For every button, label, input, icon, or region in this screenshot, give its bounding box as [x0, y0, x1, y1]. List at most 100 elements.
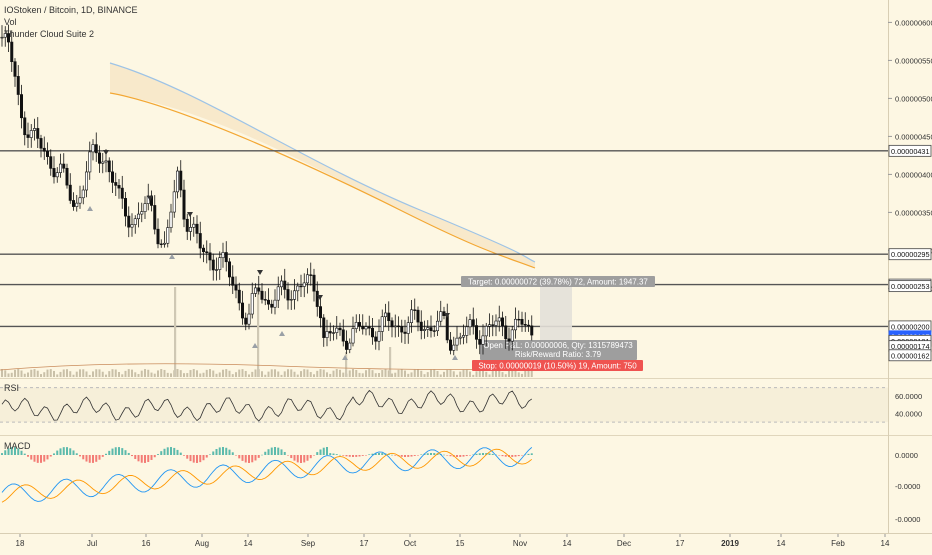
- volume-bar: [199, 373, 202, 377]
- candle-body: [143, 203, 147, 212]
- sell-signal-marker: [444, 313, 450, 318]
- volume-bar: [517, 372, 520, 377]
- volume-bar: [410, 372, 413, 377]
- candle-body: [335, 327, 339, 333]
- macd-histogram-bar: [202, 455, 205, 461]
- fast-ma-line: [109, 62, 536, 263]
- price-tick-label: 0.00000500: [895, 94, 932, 103]
- macd-histogram-bar: [82, 455, 85, 460]
- macd-histogram-bar: [446, 455, 449, 456]
- volume-bar: [235, 372, 237, 377]
- volume-bar: [1, 369, 3, 377]
- macd-histogram-bar: [49, 455, 52, 457]
- macd-histogram-bar: [72, 450, 75, 455]
- time-tick-label: 14: [881, 539, 890, 548]
- macd-histogram-bar: [43, 455, 46, 462]
- volume-bar: [111, 369, 114, 377]
- candle-body: [224, 252, 228, 263]
- volume-bar: [69, 371, 72, 377]
- time-axis[interactable]: 18 Jul 16 Aug 14 Sep 17 Oct 15 Nov 14 Dec 17 2019 14 Fe…: [0, 533, 932, 548]
- candle-body: [137, 213, 141, 220]
- buy-signal-marker: [452, 355, 458, 360]
- macd-histogram-bar: [313, 455, 315, 456]
- macd-histogram-bar: [488, 453, 491, 455]
- volume-bar: [131, 369, 133, 377]
- candle-body: [266, 299, 270, 305]
- macd-histogram-bar: [88, 455, 91, 463]
- candle-body: [474, 325, 478, 340]
- candle-body: [169, 211, 173, 228]
- macd-histogram-bar: [157, 454, 159, 455]
- candle-body: [150, 195, 154, 206]
- candle-body: [461, 335, 465, 338]
- rsi-pane-title[interactable]: RSI: [4, 383, 20, 393]
- candle-body: [202, 247, 206, 253]
- volume-bar: [140, 370, 143, 377]
- volume-bar: [209, 369, 211, 377]
- candle-body: [247, 313, 251, 325]
- buy-signal-marker: [169, 254, 175, 259]
- volume-bar: [293, 371, 296, 377]
- candle-body: [94, 144, 98, 154]
- horizontal-levels[interactable]: [0, 150, 888, 328]
- candle-body: [286, 289, 290, 301]
- volume-bar: [348, 370, 351, 377]
- volume-bar: [316, 370, 319, 377]
- volume-bar: [326, 372, 328, 377]
- macd-histogram-bar: [40, 455, 42, 463]
- candle-body: [29, 130, 33, 138]
- candle-body: [315, 290, 319, 307]
- macd-histogram-bar: [222, 447, 224, 455]
- macd-histogram-bar: [517, 455, 520, 457]
- price-tag-box: [888, 248, 932, 261]
- candle-body: [452, 344, 456, 351]
- volume-bar: [495, 369, 497, 377]
- candle-body: [55, 172, 59, 178]
- buy-signal-marker: [87, 206, 93, 211]
- macd-tick-label: 0.0000: [895, 451, 918, 460]
- macd-histogram-bar: [92, 455, 94, 463]
- volume-bar: [423, 374, 426, 377]
- volume-bar: [248, 374, 250, 377]
- price-tick-label: 0.00000400: [895, 170, 932, 179]
- macd-histogram-bar: [491, 453, 494, 455]
- volume-bar: [387, 370, 390, 377]
- volume-bar: [30, 369, 33, 377]
- candle-body: [318, 306, 322, 319]
- macd-histogram-bar: [56, 450, 59, 455]
- volume-bar: [222, 369, 224, 377]
- candle-body: [215, 269, 219, 271]
- candle-body: [367, 326, 371, 329]
- macd-histogram-bar: [166, 447, 169, 455]
- candle-body: [507, 338, 511, 342]
- candle-body: [72, 200, 76, 207]
- cloud-indicator-label[interactable]: Thunder Cloud Suite 2: [4, 29, 95, 39]
- macd-pane-title[interactable]: MACD: [4, 441, 31, 451]
- macd-histogram-bar: [462, 455, 465, 457]
- volume-bar: [472, 374, 475, 377]
- price-axis[interactable]: 0.00000600 0.00000550 0.00000500 0.00000450…: [0, 0, 932, 533]
- macd-line: [1, 447, 533, 502]
- macd-histogram-bar: [293, 455, 296, 461]
- macd-histogram-bar: [413, 455, 416, 456]
- price-tag-label: 0.00000431: [891, 147, 930, 156]
- candle-body: [185, 218, 189, 232]
- candle-body: [432, 330, 436, 332]
- rsi-line: [1, 389, 533, 422]
- volume-indicator-label[interactable]: Vol: [4, 17, 17, 27]
- candle-body: [370, 327, 374, 338]
- candle-body: [458, 336, 462, 339]
- macd-histogram-bar: [339, 454, 341, 456]
- macd-histogram-bar: [199, 455, 202, 463]
- macd-histogram-bar: [79, 455, 81, 457]
- volume-bar: [147, 369, 150, 377]
- volume-bar: [79, 369, 81, 377]
- macd-histogram-bar: [1, 453, 3, 455]
- candle-body: [114, 182, 118, 186]
- long-position-tool[interactable]: Target: 0.00000072 (39.78%) 72, Amount: …: [461, 276, 655, 371]
- macd-histogram-bar: [514, 455, 517, 457]
- pnl-panel-box: [480, 340, 637, 360]
- macd-histogram-bar: [430, 453, 432, 455]
- macd-histogram-bar: [105, 453, 107, 455]
